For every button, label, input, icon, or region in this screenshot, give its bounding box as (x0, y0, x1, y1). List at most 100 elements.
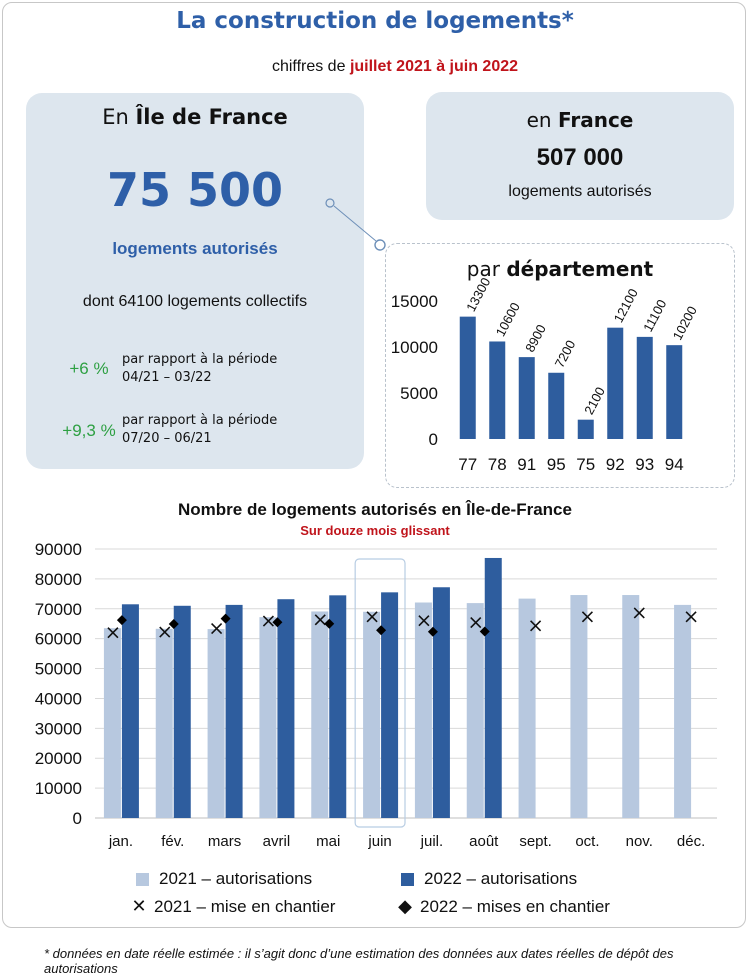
bar-2022-mars (225, 604, 243, 818)
marker-2022-chantier-jan. (116, 615, 127, 626)
bar-2022-août (484, 557, 502, 818)
comparison-pct-2: +9,3 % (62, 421, 116, 440)
dept-bar-75 (577, 419, 594, 439)
bar-2021-juil. (414, 602, 432, 818)
legend-label-2022-chantier: 2022 – mises en chantier (420, 896, 610, 916)
legend-label-2022-autorisations: 2022 – autorisations (424, 869, 578, 888)
bar-2021-mai (311, 611, 329, 818)
y-tick-label: 70000 (35, 600, 82, 619)
idf-total: 75 500 (106, 163, 284, 217)
bar-2022-fév. (173, 605, 191, 818)
y-tick-label: 80000 (35, 570, 82, 589)
legend-item-2022-chantier: ◆ 2022 – mises en chantier (394, 896, 610, 917)
bar-2021-oct. (570, 595, 588, 818)
bar-2021-sept. (518, 598, 536, 818)
main-chart-title: Nombre de logements autorisés en Île-de-… (178, 500, 572, 519)
comparison-line2-1: 04/21 – 03/22 (122, 370, 212, 385)
dept-bar-93 (636, 336, 653, 439)
legend-item-2021-chantier: ✕ 2021 – mise en chantier (128, 896, 335, 917)
france-label-region: France (557, 108, 634, 132)
x-tick-label: mars (208, 833, 241, 850)
bar-2021-déc. (674, 604, 692, 818)
department-title-prefix: par (466, 257, 500, 281)
dept-y-tick-label: 10000 (391, 338, 438, 357)
marker-2022-chantier-juin (376, 625, 387, 636)
page-title: La construction de logements* (176, 8, 574, 34)
department-title-bold: département (506, 257, 654, 281)
bar-2021-août (466, 603, 484, 818)
dept-y-tick-label: 5000 (400, 384, 438, 403)
dept-y-tick-label: 0 (429, 430, 438, 449)
comparison-line2-2: 07/20 – 06/21 (122, 431, 212, 446)
bar-2022-jan. (121, 604, 139, 818)
x-tick-label: nov. (626, 833, 653, 850)
marker-2022-chantier-mai (324, 618, 335, 629)
marker-2021-chantier-oct. (581, 611, 593, 623)
x-tick-label: mai (316, 833, 340, 850)
france-unit: logements autorisés (508, 183, 652, 200)
bar-2021-juin (363, 611, 381, 818)
idf-label-region: Île de France (135, 105, 288, 129)
marker-2021-chantier-juil. (418, 615, 430, 627)
connector-segment (333, 205, 377, 242)
infographic-frame (2, 2, 746, 928)
dept-bar-91 (518, 357, 535, 439)
bar-2022-avril (277, 599, 295, 818)
x-tick-label: jan. (108, 833, 133, 850)
y-tick-label: 10000 (35, 779, 82, 798)
bar-2022-juil. (432, 587, 450, 818)
diamond-marker-icon: ◆ (398, 896, 412, 916)
dept-bar-77 (459, 316, 476, 439)
bar-2022-mai (329, 595, 347, 818)
france-card-heading: en France (426, 108, 734, 132)
x-tick-label: oct. (575, 833, 599, 850)
dept-y-tick-label: 15000 (391, 292, 438, 311)
idf-card-heading: En Île de France (26, 105, 364, 129)
legend-item-2022-autorisations: 2022 – autorisations (401, 869, 577, 889)
dept-x-tick-label: 91 (517, 455, 536, 474)
x-tick-label: juil. (420, 833, 444, 850)
idf-card: En Île de France 75 500 logements autori… (26, 93, 364, 469)
marker-2022-chantier-août (479, 626, 490, 637)
dept-x-tick-label: 78 (488, 455, 507, 474)
x-tick-label: juin (367, 833, 391, 850)
dept-bar-92 (607, 327, 624, 439)
dept-bar-78 (489, 341, 506, 439)
period-range: juillet 2021 à juin 2022 (349, 58, 519, 75)
marker-2021-chantier-nov. (633, 607, 645, 619)
marker-2021-chantier-juin (366, 611, 378, 623)
legend-swatch-2022-autorisations (401, 872, 414, 886)
legend-item-2021-autorisations: 2021 – autorisations (136, 869, 312, 889)
marker-2021-chantier-mars (211, 622, 223, 635)
period-line: chiffres de juillet 2021 à juin 2022 (0, 58, 750, 76)
y-tick-label: 60000 (35, 630, 82, 649)
y-tick-label: 20000 (35, 749, 82, 768)
france-total: 507 000 (536, 144, 624, 171)
dept-x-tick-label: 95 (547, 455, 566, 474)
comparison-line1-1: par rapport à la période (122, 352, 278, 367)
bar-2021-nov. (622, 595, 640, 818)
cross-marker-icon: ✕ (131, 896, 147, 916)
main-chart-subtitle: Sur douze mois glissant (300, 523, 450, 538)
comparison-line1-2: par rapport à la période (122, 413, 278, 428)
marker-2021-chantier-jan. (107, 627, 119, 639)
department-title: par département (385, 257, 735, 281)
connector-line (325, 198, 386, 251)
marker-2021-chantier-fév. (159, 626, 171, 638)
idf-unit: logements autorisés (112, 239, 278, 258)
bar-2022-juin (381, 592, 399, 818)
idf-label-prefix: En (102, 105, 129, 129)
bar-2021-mars (207, 629, 225, 818)
x-tick-label: déc. (677, 833, 705, 850)
bar-2021-fév. (155, 628, 173, 818)
marker-2022-chantier-juil. (427, 626, 438, 637)
y-tick-label: 30000 (35, 719, 82, 738)
monthly-chart: 0 10000 20000 30000 40000 50000 60000 70000 8000… (35, 540, 717, 850)
highlight-box-juin (354, 558, 406, 828)
comparison-text-1: par rapport à la période 04/21 – 03/22 (122, 351, 277, 387)
y-tick-label: 50000 (35, 660, 82, 679)
footnote: * données en date réelle estimée : il s’… (44, 946, 674, 976)
marker-2021-chantier-août (470, 616, 482, 629)
dept-x-tick-label: 94 (665, 455, 684, 474)
